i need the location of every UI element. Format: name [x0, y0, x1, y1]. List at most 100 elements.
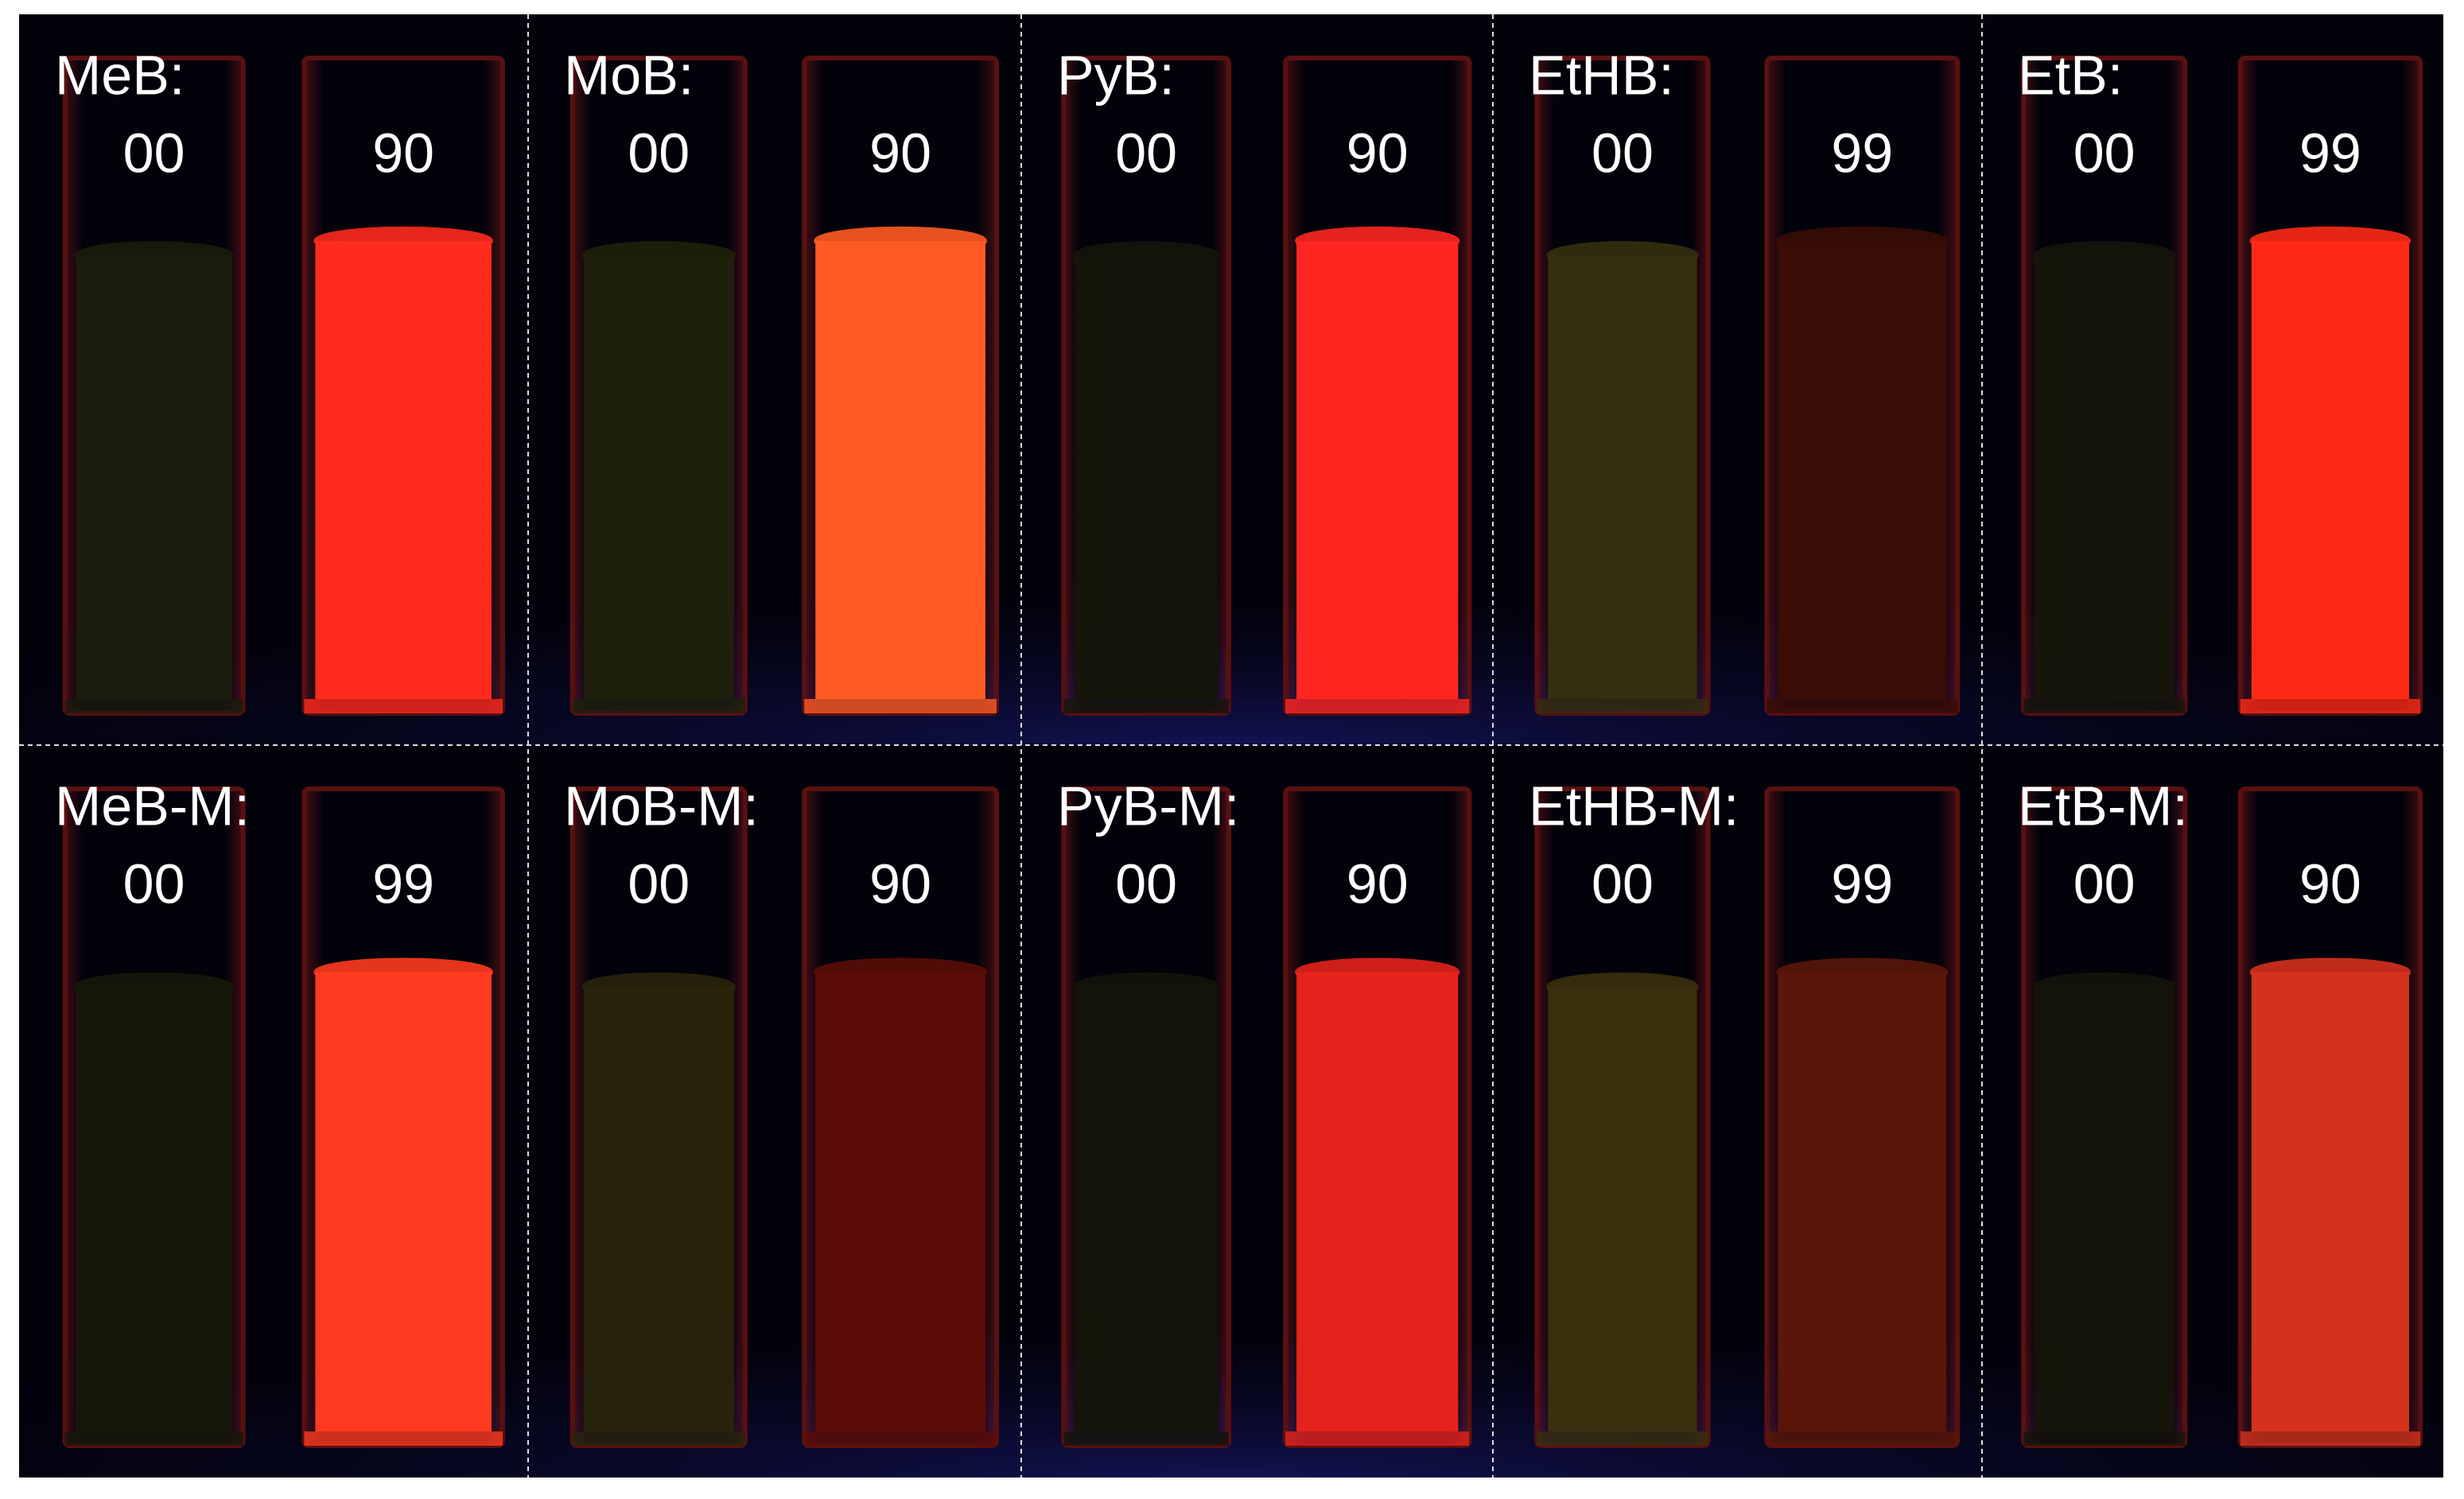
cuvette: [1283, 786, 1472, 1448]
cuvette: [1534, 56, 1711, 716]
panel: 00 99 EtHB:: [1529, 44, 1961, 716]
cuvette-base: [1285, 699, 1470, 713]
cuvette: [802, 56, 1000, 716]
cuvette-base: [64, 1431, 243, 1446]
meniscus: [814, 957, 987, 987]
cuvette: [569, 786, 748, 1448]
meniscus: [581, 972, 736, 1001]
cuvette: [569, 56, 748, 716]
cuvette-base: [2023, 1431, 2186, 1446]
meniscus: [313, 957, 494, 987]
sample-label: 00: [1591, 852, 1654, 915]
meniscus: [1295, 957, 1460, 987]
cuvette-base: [1285, 1431, 1470, 1446]
meniscus: [74, 241, 234, 270]
meniscus: [74, 972, 234, 1001]
panel: 00 90 PyB:: [1057, 44, 1472, 716]
sample-label: 00: [2073, 852, 2136, 915]
liquid: [1778, 972, 1947, 1431]
liquid: [1548, 986, 1697, 1431]
panel: 00 90 MeB:: [55, 44, 505, 716]
liquid: [76, 986, 232, 1431]
cuvette-base: [2023, 699, 2186, 713]
meniscus: [581, 241, 736, 270]
sample-label: 90: [2299, 852, 2361, 915]
cuvette: [2237, 56, 2423, 716]
cuvette: [301, 786, 505, 1448]
panel-label: MeB-M:: [55, 775, 250, 837]
cuvette: [1764, 56, 1961, 716]
cuvette-base: [804, 699, 997, 713]
sample-label: 00: [123, 852, 185, 915]
liquid: [815, 240, 985, 699]
meniscus: [1546, 972, 1699, 1001]
liquid: [315, 972, 492, 1431]
sample-label: 90: [1347, 852, 1409, 915]
cuvette: [1764, 786, 1961, 1448]
sample-label: 00: [1115, 852, 1177, 915]
liquid: [2251, 972, 2409, 1431]
cuvette-base: [2240, 699, 2420, 713]
meniscus: [313, 226, 494, 255]
cuvette-base: [1766, 1431, 1958, 1446]
liquid: [583, 986, 734, 1431]
cuvette-base: [304, 1431, 503, 1446]
panel-label: EtB-M:: [2018, 775, 2188, 837]
cuvette: [1061, 786, 1231, 1448]
liquid: [2035, 255, 2174, 699]
meniscus: [2249, 226, 2411, 255]
meniscus: [1073, 972, 1219, 1001]
cuvette: [62, 786, 246, 1448]
sample-label: 99: [372, 852, 434, 915]
sample-label: 90: [869, 852, 931, 915]
panel-label: MoB:: [564, 44, 694, 106]
sample-label: 99: [1831, 122, 1893, 184]
cuvette: [1283, 56, 1472, 716]
cuvette-base: [1063, 699, 1229, 713]
panel: 00 90 MoB:: [564, 44, 1000, 716]
liquid: [315, 240, 492, 699]
panel-label: EtHB:: [1529, 44, 1674, 106]
panel-label: MeB:: [55, 44, 185, 106]
liquid: [1075, 255, 1218, 699]
cuvette: [802, 786, 1000, 1448]
meniscus: [2033, 241, 2176, 270]
panel: 00 90 MoB-M:: [564, 775, 1000, 1448]
cuvette-base: [304, 699, 503, 713]
meniscus: [1295, 226, 1460, 255]
liquid: [1778, 240, 1947, 699]
sample-label: 00: [628, 852, 690, 915]
panel-label: MoB-M:: [564, 775, 759, 837]
cuvette-base: [1063, 1431, 1229, 1446]
panels: 00 90 MeB: 00 90 MoB: 00 90 PyB: 00 99 EtHB: 00 99 EtB…: [55, 44, 2423, 1448]
liquid: [2251, 240, 2409, 699]
sample-label: 90: [372, 122, 434, 184]
cuvette-base: [1537, 699, 1708, 713]
sample-label: 00: [123, 122, 185, 184]
meniscus: [814, 226, 987, 255]
meniscus: [1776, 226, 1949, 255]
cuvette-base: [2240, 1431, 2420, 1446]
cuvette: [2237, 786, 2423, 1448]
meniscus: [1073, 241, 1219, 270]
liquid: [2035, 986, 2174, 1431]
liquid: [1075, 986, 1218, 1431]
cuvette-base: [572, 699, 745, 713]
panel-label: EtHB-M:: [1529, 775, 1739, 837]
sample-label: 99: [1831, 852, 1893, 915]
sample-label: 99: [2299, 122, 2361, 184]
panel: 00 90 PyB-M:: [1057, 775, 1472, 1448]
sample-label: 00: [1591, 122, 1654, 184]
cuvette: [1534, 786, 1711, 1448]
liquid: [583, 255, 734, 699]
panel: 00 99 EtB:: [2018, 44, 2423, 716]
liquid: [815, 972, 985, 1431]
panel: 00 90 EtB-M:: [2018, 775, 2423, 1448]
cuvette: [62, 56, 246, 716]
sample-label: 00: [628, 122, 690, 184]
cuvette-base: [1537, 1431, 1708, 1446]
cuvette: [2021, 56, 2188, 716]
sample-label: 90: [869, 122, 931, 184]
